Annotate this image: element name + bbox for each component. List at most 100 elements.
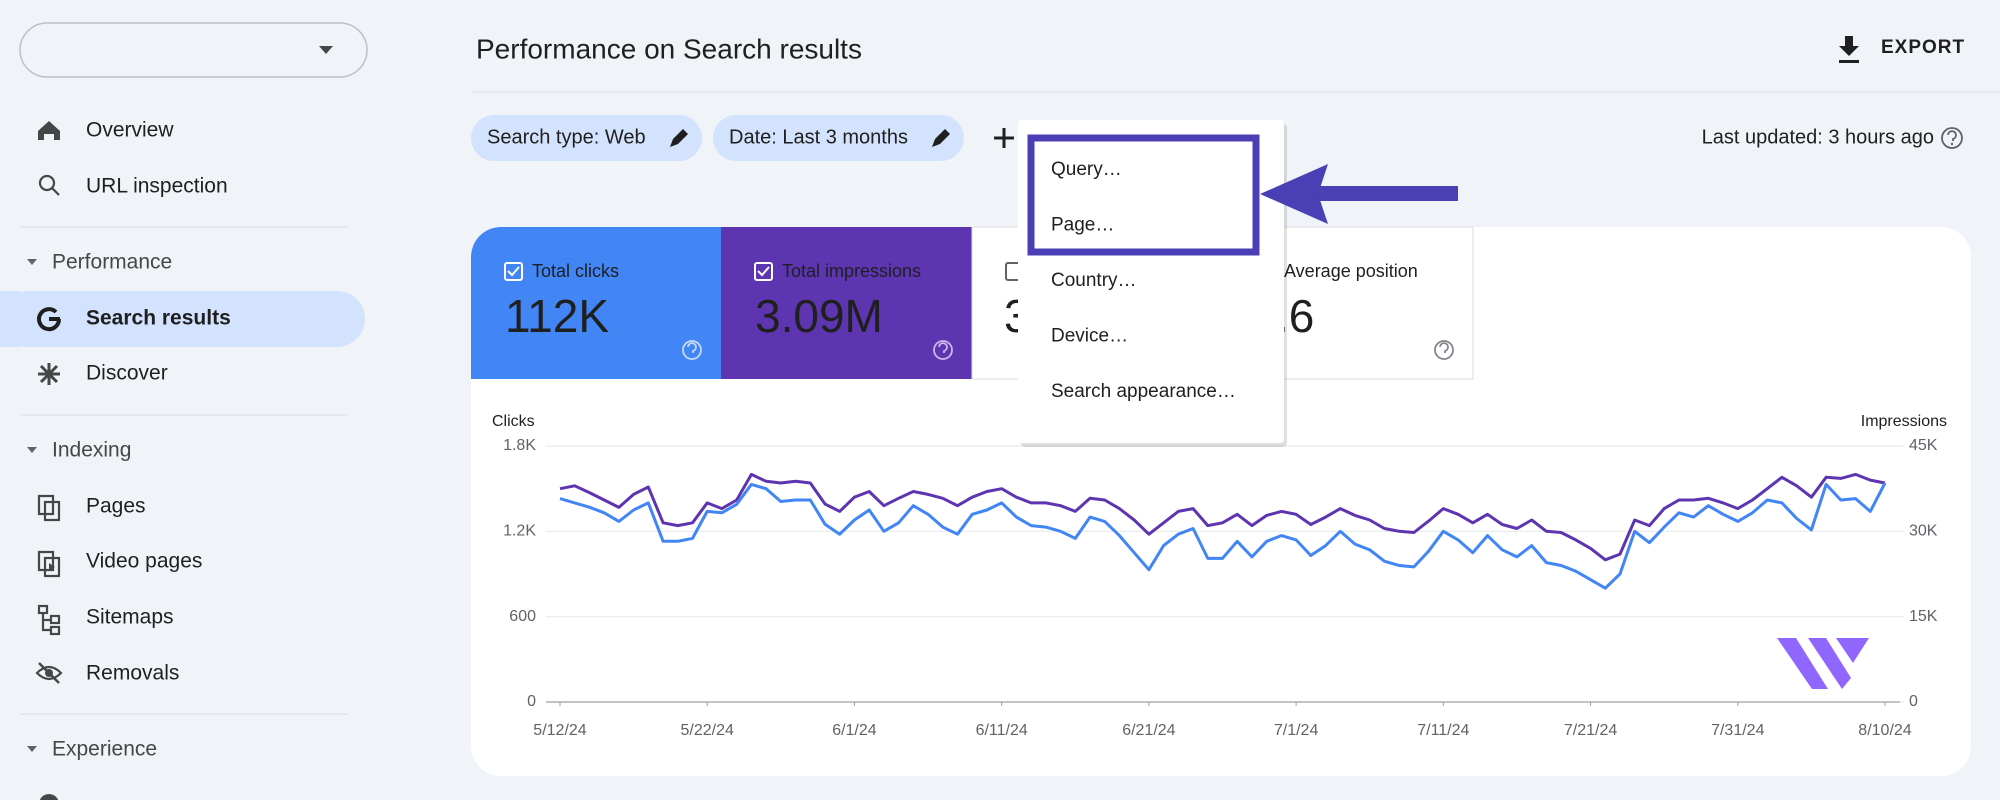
export-label: EXPORT — [1881, 37, 1965, 58]
y-tick-label: 1.2K — [503, 523, 536, 540]
chip-label: Date: Last 3 months — [729, 126, 908, 148]
metric-card-impressions[interactable] — [721, 227, 972, 379]
nav-discover[interactable]: Discover — [38, 362, 168, 385]
video-icon-play — [49, 563, 55, 571]
nav-label: URL inspection — [86, 175, 228, 198]
x-tick-label: 5/22/24 — [681, 722, 734, 739]
y2-tick-label: 0 — [1909, 693, 1918, 710]
chip-label: Search type: Web — [487, 126, 646, 148]
search-icon — [38, 174, 56, 192]
nav-label: Sitemaps — [86, 606, 174, 629]
checkbox — [504, 262, 523, 281]
sidebar: Overview URL inspection Performance Sear… — [0, 22, 368, 800]
nav-sitemaps[interactable]: Sitemaps — [37, 604, 174, 636]
property-selector[interactable] — [19, 22, 368, 78]
x-tick-label: 7/21/24 — [1564, 722, 1617, 739]
experience-icon — [39, 794, 59, 800]
help-icon[interactable] — [1941, 127, 1963, 149]
filter-chip[interactable]: Search type: Web — [471, 115, 702, 161]
y2-tick-label: 15K — [1909, 608, 1938, 625]
filter-menu: Query… Page… Country… Device… Search appeara… — [1018, 120, 1287, 447]
export-button[interactable]: EXPORT — [1839, 36, 1965, 63]
y2-tick-label: 45K — [1909, 437, 1938, 454]
help-icon[interactable] — [682, 340, 702, 360]
filter-chip[interactable]: Date: Last 3 months — [713, 115, 964, 161]
menu-item[interactable]: Page… — [1051, 215, 1114, 236]
nav-url-inspection[interactable]: URL inspection — [38, 174, 228, 198]
x-tick-label: 6/21/24 — [1122, 722, 1175, 739]
x-tick-label: 5/12/24 — [533, 722, 586, 739]
nav-removals[interactable]: Removals — [35, 662, 179, 685]
help-icon[interactable] — [1434, 340, 1454, 360]
edit-icon — [670, 129, 688, 147]
metric-value: 112K — [505, 290, 609, 342]
x-tick-label: 7/11/24 — [1417, 722, 1469, 739]
metric-card-clicks[interactable] — [471, 227, 721, 379]
nav-search-results[interactable]: Search results — [37, 307, 231, 332]
chip-bg — [471, 115, 702, 161]
pages-icon-front — [43, 500, 61, 522]
nav-label: Removals — [86, 662, 179, 685]
metric-label: Average position — [1284, 261, 1418, 281]
dropdown-caret — [319, 46, 333, 54]
x-tick-label: 7/31/24 — [1711, 722, 1764, 739]
menu-item[interactable]: Search appearance… — [1051, 381, 1236, 402]
section-title[interactable]: Indexing — [52, 439, 131, 462]
y-tick-label: 0 — [527, 693, 536, 710]
section-title[interactable]: Experience — [52, 738, 157, 761]
section-caret — [27, 259, 37, 265]
x-tick-label: 8/10/24 — [1858, 722, 1911, 739]
removals-icon-slash — [38, 662, 60, 684]
watermark-logo — [1777, 638, 1869, 689]
x-tick-label: 6/11/24 — [976, 722, 1028, 739]
sitemap-icon — [37, 604, 61, 636]
menu-item[interactable]: Query… — [1051, 159, 1122, 180]
chip-bg — [713, 115, 964, 161]
series-line — [559, 472, 1886, 562]
chart: Clicks Impressions 0 600 1.2K 1.8K 0 15K 30K 45… — [492, 413, 1947, 739]
section-caret — [27, 746, 37, 752]
highlight-box — [1027, 134, 1260, 256]
nav-overview[interactable]: Overview — [38, 119, 174, 142]
download-icon — [1839, 36, 1859, 63]
nav-video-pages[interactable]: Video pages — [37, 550, 202, 578]
metric-cards: Total clicks 112K Total impressions 3.09… — [471, 226, 1474, 380]
metric-label: Total clicks — [532, 261, 619, 281]
section-caret — [27, 447, 37, 453]
edit-icon — [932, 129, 950, 147]
section-title[interactable]: Performance — [52, 251, 172, 274]
y-axis-title: Clicks — [492, 413, 535, 430]
series-line — [559, 482, 1887, 590]
x-tick-label: 6/1/24 — [832, 722, 877, 739]
y-tick-label: 600 — [509, 608, 536, 625]
y2-tick-label: 30K — [1909, 523, 1938, 540]
nav-label: Overview — [86, 119, 174, 142]
metric-value: 3.09M — [755, 290, 883, 342]
y-tick-label: 1.8K — [503, 437, 536, 454]
last-updated: Last updated: 3 hours ago — [1702, 126, 1934, 148]
menu-item[interactable]: Country… — [1051, 270, 1137, 291]
video-icon-front — [43, 556, 61, 578]
help-icon[interactable] — [933, 340, 953, 360]
google-icon — [37, 307, 62, 332]
add-filter-button[interactable] — [994, 128, 1014, 148]
checkbox — [754, 262, 773, 281]
x-tick-label: 7/1/24 — [1274, 722, 1319, 739]
search-icon-handle — [51, 187, 60, 196]
nav-label: Discover — [86, 362, 168, 385]
nav-label: Video pages — [86, 550, 202, 573]
nav-label: Search results — [86, 307, 231, 330]
menu-item[interactable]: Device… — [1051, 326, 1128, 347]
home-icon — [38, 121, 60, 140]
discover-icon — [38, 363, 60, 385]
pointer-arrow — [1260, 164, 1458, 224]
nav-label: Pages — [86, 495, 146, 518]
page-title: Performance on Search results — [476, 33, 862, 64]
nav-active-bg-edge — [0, 291, 20, 347]
nav-active-bg — [0, 291, 365, 347]
metric-label: Total impressions — [782, 261, 921, 281]
nav-pages[interactable]: Pages — [37, 495, 146, 522]
y2-axis-title: Impressions — [1861, 413, 1947, 430]
menu-panel — [1018, 120, 1284, 443]
